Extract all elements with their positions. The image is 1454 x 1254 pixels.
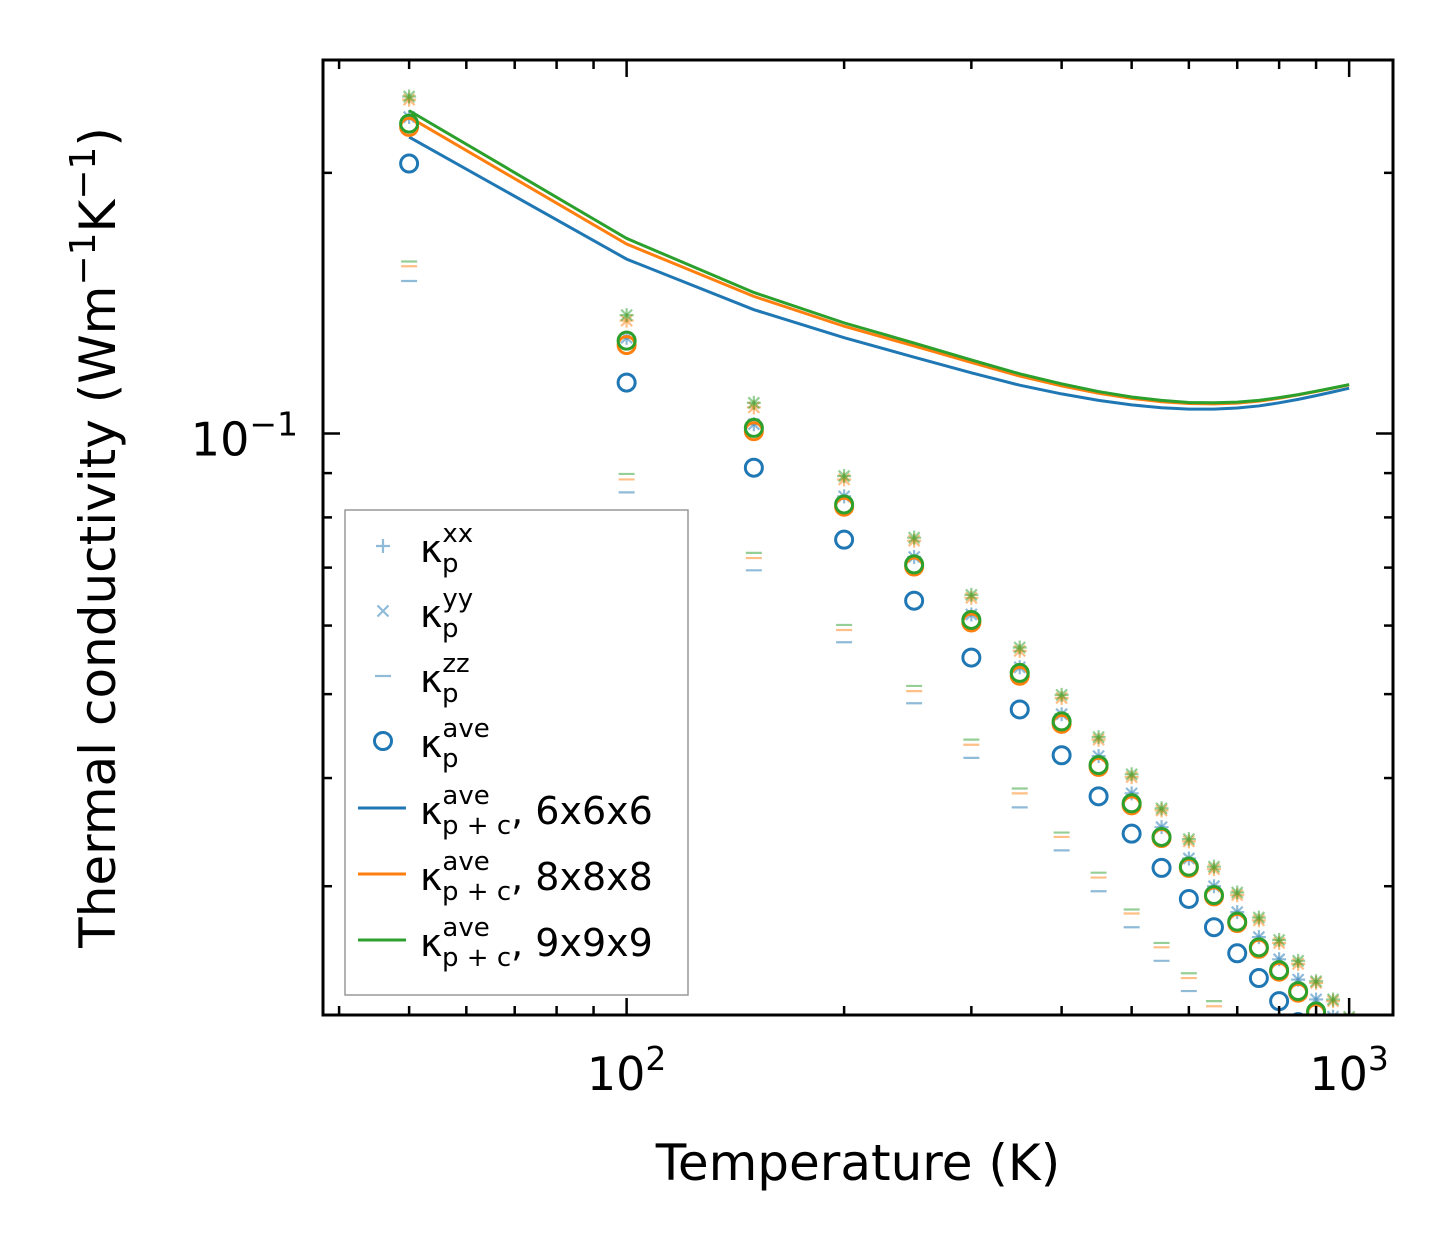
kave-point-9x9x9 [1009, 662, 1030, 683]
kyy-point-6x6x6 [1344, 1029, 1355, 1040]
kyy-point-9x9x9 [1155, 802, 1168, 815]
kyy-point-9x9x9 [747, 396, 761, 410]
legend-entry: κave p + c, 9x9x9 [358, 913, 653, 973]
kave-point-6x6x6 [399, 153, 420, 174]
kyy-point-9x9x9 [1326, 993, 1340, 1006]
legend-box [344, 509, 689, 996]
kave-point-6x6x6 [834, 529, 855, 550]
axis-labels: 102 103 10−1 Temperature (K) Thermal conduct… [63, 127, 1389, 1192]
kave-point-6x6x6 [904, 590, 925, 611]
kave-point-9x9x9 [743, 417, 764, 438]
kave-point-9x9x9 [616, 330, 637, 351]
kave-point-9x9x9 [1178, 856, 1199, 877]
kave-point-9x9x9 [1288, 981, 1309, 1002]
x-tick-label: 103 [1309, 1039, 1389, 1101]
kave-point-9x9x9 [1088, 755, 1109, 776]
kxx-point-6x6x6 [1331, 1009, 1335, 1015]
kave-point-9x9x9 [1051, 711, 1072, 732]
x-axis-label: Temperature (K) [655, 1134, 1060, 1192]
kave-point-6x6x6 [616, 372, 637, 393]
legend-label: κave p [420, 714, 490, 774]
kave-point-9x9x9 [961, 609, 982, 630]
kyy-point-6x6x6 [1326, 1010, 1340, 1015]
legend-entry: κzz p [375, 649, 470, 709]
kyy-point-9x9x9 [1013, 641, 1026, 654]
axes-frame [321, 58, 1395, 1017]
legend-label: κave p + c, 9x9x9 [420, 913, 653, 973]
kyy-point-9x9x9 [1092, 730, 1105, 744]
legend-entry: κave p [373, 714, 490, 774]
kappa-pc-line-8x8x8 [408, 115, 1350, 406]
kave-point-6x6x6 [1227, 943, 1248, 964]
kave-point-6x6x6 [1151, 857, 1172, 878]
kave-point-8x8x8 [1325, 1023, 1342, 1040]
kyy-point-9x9x9 [402, 90, 416, 103]
kyy-point-9x9x9 [1272, 933, 1286, 947]
kave-point-6x6x6 [1051, 745, 1072, 766]
kyy-point-9x9x9 [907, 531, 921, 544]
kappa-pc-line-6x6x6 [408, 135, 1350, 411]
legend-entry: κave p + c, 8x8x8 [358, 847, 653, 907]
plot-frame [321, 58, 1395, 1017]
kyy-point-9x9x9 [1055, 688, 1068, 702]
kyy-point-9x9x9 [965, 588, 978, 602]
legend-circle-marker [373, 731, 393, 751]
kyy-point-9x9x9 [1342, 1010, 1356, 1015]
kave-point-6x6x6 [1203, 917, 1224, 938]
series-9x9x9 [399, 89, 1356, 1038]
kave-point-9x9x9 [399, 113, 420, 134]
x-tick-label: 102 [587, 1039, 667, 1101]
kave-point-6x6x6 [961, 647, 982, 668]
legend-label: κzz p [420, 649, 470, 709]
plot-area [399, 89, 1356, 1042]
legend-entry: κyy p [376, 584, 473, 644]
kyy-point-9x9x9 [1252, 911, 1266, 924]
kyy-point-9x9x9 [837, 469, 851, 483]
kave-point-9x9x9 [1121, 793, 1142, 814]
legend-label: κyy p [420, 584, 473, 644]
kave-point-9x9x9 [1325, 1021, 1342, 1038]
kyy-point-9x9x9 [1182, 832, 1196, 846]
legend-cross-marker [376, 604, 390, 618]
kave-point-9x9x9 [904, 554, 925, 575]
kave-point-9x9x9 [1227, 911, 1248, 932]
kappa-pc-line-9x9x9 [408, 109, 1350, 405]
y-tick-label: 10−1 [191, 404, 298, 466]
kyy-point-9x9x9 [1207, 860, 1221, 873]
kave-point-9x9x9 [1203, 885, 1224, 906]
kave-point-6x6x6 [1088, 786, 1109, 807]
kave-point-9x9x9 [1248, 937, 1269, 958]
kyy-point-9x9x9 [1291, 954, 1305, 968]
kave-point-9x9x9 [1269, 960, 1290, 981]
axis-ticks [323, 60, 1393, 1015]
series-6x6x6 [399, 110, 1356, 1042]
legend-label: κxx p [420, 519, 473, 579]
kyy-point-9x9x9 [1125, 768, 1138, 781]
kyy-point-9x9x9 [620, 308, 633, 322]
kave-point-6x6x6 [743, 457, 764, 478]
y-axis-label: Thermal conductivity (Wm−1K−1) [63, 127, 127, 949]
kave-point-6x6x6 [1009, 699, 1030, 720]
legend-label: κave p + c, 6x6x6 [420, 781, 653, 841]
legend-entry: κave p + c, 6x6x6 [358, 781, 653, 841]
legend-entry: κxx p [376, 519, 473, 579]
legend-plus-marker [376, 539, 390, 553]
legend-label: κave p + c, 8x8x8 [420, 847, 653, 907]
kave-point-6x6x6 [1121, 823, 1142, 844]
kave-point-9x9x9 [834, 494, 855, 515]
kave-point-9x9x9 [1151, 826, 1172, 847]
kyy-point-9x9x9 [1309, 974, 1323, 988]
kave-point-6x6x6 [1178, 888, 1199, 909]
kave-point-9x9x9 [1306, 1001, 1327, 1015]
kave-point-6x6x6 [1248, 968, 1269, 989]
kyy-point-9x9x9 [1230, 886, 1244, 899]
kxx-point-6x6x6 [1342, 1028, 1356, 1042]
